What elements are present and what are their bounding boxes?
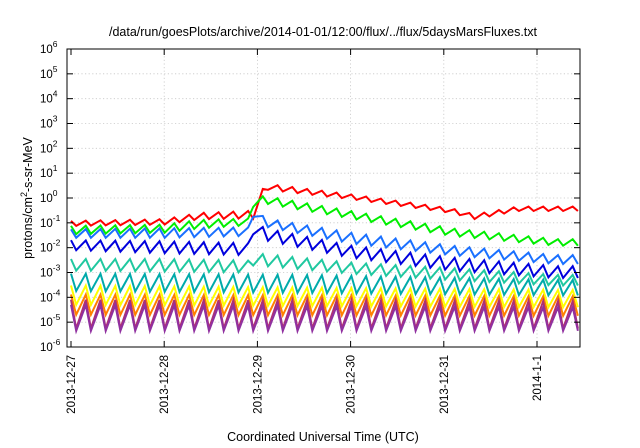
x-tick-label: 2013-12-29 — [252, 355, 264, 414]
y-tick-label: 101 — [40, 163, 58, 180]
y-tick-label: 10-5 — [40, 312, 61, 329]
y-axis-label-prefix: protons/cm — [21, 197, 35, 259]
x-tick-label: 2013-12-27 — [66, 355, 78, 414]
y-tick-label: 102 — [40, 138, 58, 155]
chart-title: /data/run/goesPlots/archive/2014-01-01/1… — [109, 25, 538, 39]
x-tick-labels: 2013-12-27 2013-12-28 2013-12-29 2013-12-30… — [66, 355, 544, 414]
y-tick-label: 104 — [40, 89, 58, 106]
y-axis-label: protons/cm2-s-sr-MeV — [19, 136, 35, 258]
y-axis-label-suffix: -s-sr-MeV — [21, 136, 35, 192]
series-line — [70, 282, 579, 310]
y-tick-labels: 106 105 104 103 102 101 100 10-1 10-2 10-3 10-4 10-… — [40, 39, 61, 354]
y-tick-label: 10-4 — [40, 287, 61, 304]
x-tick-label: 2013-12-30 — [346, 355, 358, 414]
series-layer — [70, 183, 579, 335]
series-line — [70, 271, 579, 298]
y-tick-label: 10-2 — [40, 238, 61, 255]
x-tick-label: 2013-12-31 — [439, 355, 451, 414]
series-line — [70, 291, 579, 319]
x-axis-label: Coordinated Universal Time (UTC) — [227, 430, 419, 444]
y-tick-label: 10-1 — [40, 213, 61, 230]
x-tick-label: 2013-12-28 — [159, 355, 171, 414]
y-tick-label: 105 — [40, 64, 58, 81]
series-line — [70, 214, 579, 266]
axis-ticks — [67, 48, 580, 348]
series-line — [70, 194, 579, 248]
x-tick-label: 2014-1-1 — [532, 355, 544, 401]
grid-lines — [67, 49, 580, 347]
y-tick-label: 103 — [40, 114, 58, 131]
series-line — [70, 252, 579, 288]
y-tick-label: 100 — [40, 188, 58, 205]
y-tick-label: 10-6 — [40, 337, 61, 354]
series-line — [70, 225, 579, 280]
y-tick-label: 106 — [40, 39, 58, 56]
y-axis-label-sup: 2 — [19, 192, 29, 197]
series-line — [70, 301, 579, 335]
series-line — [70, 183, 579, 228]
y-tick-label: 10-3 — [40, 263, 61, 280]
